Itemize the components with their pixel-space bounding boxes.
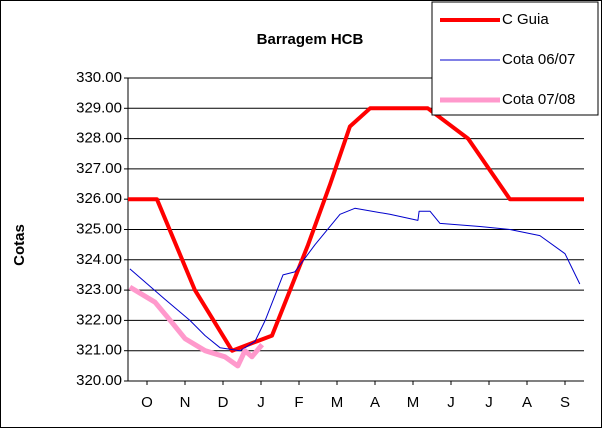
series-line <box>128 284 265 369</box>
series-line <box>129 207 581 352</box>
y-tick-label: 326.00 <box>76 190 122 207</box>
y-tick-label: 323.00 <box>76 281 122 298</box>
chart-title: Barragem HCB <box>257 31 364 48</box>
y-tick-label: 329.00 <box>76 99 122 116</box>
y-tick-label: 322.00 <box>76 311 122 328</box>
y-tick-label: 321.00 <box>76 342 122 359</box>
x-tick-label: A <box>370 394 380 411</box>
legend-label: Cota 07/08 <box>502 91 575 108</box>
x-tick-label: J <box>257 394 265 411</box>
y-tick-label: 330.00 <box>76 69 122 86</box>
x-tick-label: J <box>447 394 455 411</box>
x-tick-label: M <box>407 394 420 411</box>
y-axis-label: Cotas <box>11 224 28 266</box>
y-tick-label: 324.00 <box>76 251 122 268</box>
series-line <box>128 106 584 353</box>
x-tick-label: F <box>294 394 303 411</box>
legend-label: C Guia <box>502 11 549 28</box>
y-tick-label: 320.00 <box>76 372 122 389</box>
legend-label: Cota 06/07 <box>502 51 575 68</box>
y-tick-label: 328.00 <box>76 130 122 147</box>
x-tick-label: A <box>522 394 532 411</box>
x-tick-label: M <box>331 394 344 411</box>
y-tick-label: 325.00 <box>76 220 122 237</box>
y-tick-label: 327.00 <box>76 160 122 177</box>
x-tick-label: S <box>560 394 570 411</box>
x-tick-label: N <box>180 394 191 411</box>
x-tick-label: D <box>218 394 229 411</box>
x-tick-label: J <box>485 394 493 411</box>
x-tick-label: O <box>141 394 153 411</box>
